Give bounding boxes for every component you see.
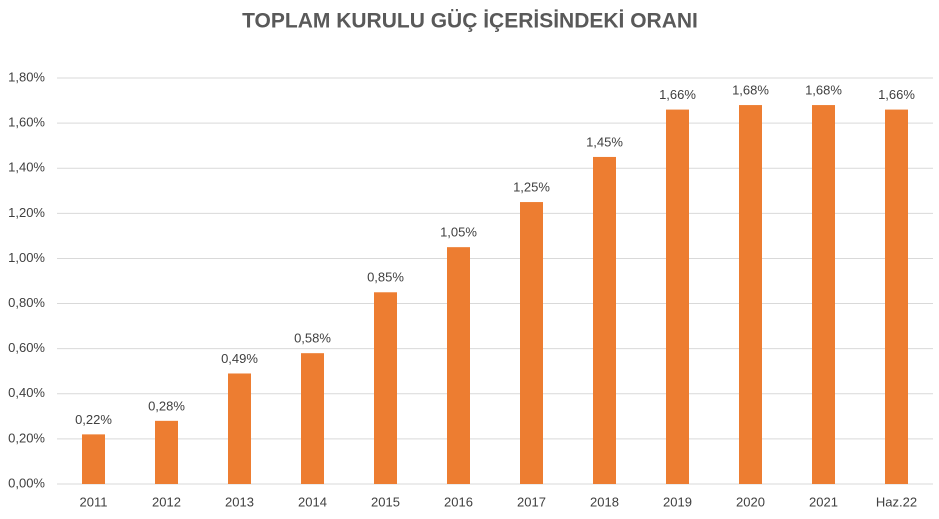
data-label: 0,28% xyxy=(148,398,185,413)
x-tick-label: Haz.22 xyxy=(876,494,917,509)
y-tick-label: 1,80% xyxy=(8,69,45,84)
x-tick-label: 2021 xyxy=(809,494,838,509)
x-tick-label: 2012 xyxy=(152,494,181,509)
bar xyxy=(812,105,835,485)
data-label: 1,05% xyxy=(440,225,477,240)
bar xyxy=(885,109,908,485)
data-label: 1,68% xyxy=(732,83,769,98)
x-tick-label: 2016 xyxy=(444,494,473,509)
y-tick-label: 1,40% xyxy=(8,160,45,175)
bar xyxy=(301,353,324,484)
y-tick-label: 0,40% xyxy=(8,385,45,400)
bar xyxy=(739,105,762,485)
x-tick-label: 2013 xyxy=(225,494,254,509)
y-tick-label: 1,60% xyxy=(8,115,45,130)
data-label: 0,22% xyxy=(75,412,112,427)
data-label: 1,68% xyxy=(805,83,842,98)
y-tick-label: 0,20% xyxy=(8,430,45,445)
x-tick-label: 2014 xyxy=(298,494,327,509)
bar xyxy=(666,109,689,485)
y-tick-label: 1,20% xyxy=(8,205,45,220)
bar xyxy=(228,373,251,484)
bar xyxy=(82,434,105,484)
data-label: 0,58% xyxy=(294,331,331,346)
data-label: 1,45% xyxy=(586,134,623,149)
data-label: 1,66% xyxy=(659,87,696,102)
x-tick-label: 2017 xyxy=(517,494,546,509)
x-tick-label: 2011 xyxy=(80,494,108,509)
chart-title: TOPLAM KURULU GÜÇ İÇERİSİNDEKİ ORANI xyxy=(242,10,698,33)
x-tick-label: 2015 xyxy=(371,494,400,509)
y-tick-label: 1,00% xyxy=(8,250,45,265)
bar xyxy=(374,292,397,484)
x-tick-label: 2019 xyxy=(663,494,692,509)
x-tick-label: 2018 xyxy=(590,494,619,509)
y-tick-label: 0,00% xyxy=(8,475,45,490)
bar xyxy=(447,247,470,484)
bar xyxy=(520,202,543,485)
y-tick-label: 0,60% xyxy=(8,340,45,355)
data-label: 0,49% xyxy=(221,351,258,366)
x-tick-label: 2020 xyxy=(736,494,765,509)
data-label: 1,25% xyxy=(513,179,550,194)
data-label: 1,66% xyxy=(878,87,915,102)
y-tick-label: 0,80% xyxy=(8,295,45,310)
bar xyxy=(155,420,178,484)
bar xyxy=(593,156,616,484)
data-label: 0,85% xyxy=(367,270,404,285)
